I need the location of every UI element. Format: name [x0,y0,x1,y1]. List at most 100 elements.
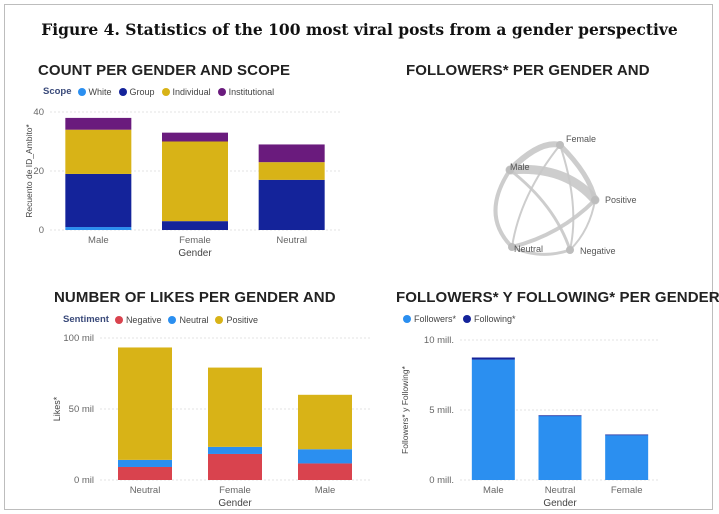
bar-segment-female-institutional[interactable] [162,132,228,142]
bar-segment-male-neutral[interactable] [298,449,352,464]
network-edge [569,199,596,251]
bar-segment-female-followers[interactable] [605,435,649,480]
bar-segment-neutral-neutral[interactable] [118,459,172,467]
legend-title: Scope [43,86,72,97]
x-tick-label-male: Male [315,485,336,496]
legend-marker-positive [215,315,224,324]
network-edge [505,164,600,205]
legend-label-group: Group [129,86,155,97]
followers-chart-title: FOLLOWERS* Y FOLLOWING* PER GENDER [396,289,719,306]
network-label-negative: Negative [580,246,616,256]
y-tick-label: 0 mil [74,475,94,486]
scope-chart-title: COUNT PER GENDER AND SCOPE [38,62,291,79]
network-edge [511,144,561,248]
bar-segment-male-followers[interactable] [471,359,515,480]
legend-label-following: Following* [474,314,516,324]
legend-marker-group [118,87,127,96]
legend-item-positive[interactable]: Positive [215,315,258,325]
bar-segment-male-institutional[interactable] [65,117,132,130]
bar-segment-neutral-negative[interactable] [118,466,172,480]
legend-item-individual[interactable]: Individual [161,86,211,97]
legend-label-white: White [88,86,112,97]
legend-marker-negative [114,315,123,324]
legend-label-individual: Individual [172,86,211,97]
network-label-positive: Positive [605,195,637,205]
x-tick-label-female: Female [219,485,251,496]
y-tick-label: 100 mil [63,333,94,344]
y-axis-label: Followers* y Following* [400,365,410,454]
network-graph: Male Female Positive Neutral Negative [493,134,637,256]
x-tick-label-neutral: Neutral [545,485,576,496]
x-tick-label-female: Female [179,235,211,246]
scope-chart: 0 20 40 Male Female Neutral Gender Recuento de … [24,107,340,259]
legend-marker-white [77,87,86,96]
y-tick-label: 50 mil [69,404,94,415]
y-tick-label: 20 [33,166,44,177]
bar-segment-neutral-followers[interactable] [538,415,582,480]
y-axis-label: Recuento de ID_Ambito* [24,124,34,218]
network-edge [557,142,598,203]
y-tick-label: 10 mill. [424,335,454,346]
bar-segment-neutral-following[interactable] [538,415,582,417]
legend-item-group[interactable]: Group [118,86,155,97]
x-tick-label-male: Male [88,235,109,246]
bar-segment-male-white[interactable] [65,227,132,230]
y-axis-label: Likes* [52,396,62,421]
bar-segment-male-positive[interactable] [298,394,352,450]
bar-segment-female-group[interactable] [162,221,228,230]
bar-segment-male-group[interactable] [65,173,132,228]
x-tick-label-male: Male [483,485,504,496]
legend-marker-neutral [168,315,177,324]
bar-segment-male-following[interactable] [471,357,515,360]
network-node-female[interactable] [556,141,564,149]
bar-segment-female-negative[interactable] [208,453,262,480]
network-node-neutral[interactable] [508,243,516,251]
network-label-male: Male [510,162,530,172]
network-title: FOLLOWERS* PER GENDER AND [406,62,650,79]
bar-segment-neutral-institutional[interactable] [258,144,325,163]
legend-marker-followers [403,315,411,323]
x-tick-label-female: Female [611,485,643,496]
legend-item-white[interactable]: White [77,86,112,97]
legend-label-institutional: Institutional [228,86,275,97]
bar-segment-male-negative[interactable] [298,463,352,480]
legend-item-institutional[interactable]: Institutional [217,86,275,97]
legend-marker-individual [161,87,170,96]
legend-item-following[interactable]: Following* [463,314,516,324]
legend-label-negative: Negative [125,314,162,325]
bar-segment-neutral-positive[interactable] [118,347,172,460]
network-edge [510,245,572,256]
network-edge [559,144,575,251]
network-edge [510,198,597,249]
bar-segment-neutral-individual[interactable] [258,162,325,180]
legend-label-followers: Followers* [414,314,457,324]
legend-marker-following [463,315,472,323]
network-node-male[interactable] [506,166,514,174]
network-label-neutral: Neutral [514,244,543,254]
x-axis-label: Gender [218,498,252,509]
legend-item-neutral[interactable]: Neutral [168,315,208,325]
network-node-negative[interactable] [566,246,574,254]
bar-segment-female-following[interactable] [605,434,649,436]
y-tick-label: 5 mill. [429,405,454,416]
legend-item-followers[interactable]: Followers* [403,314,456,324]
bar-segment-female-positive[interactable] [208,367,262,447]
followers-chart: 0 mill. 5 mill. 10 mill. Male Neutral Female G… [400,335,660,509]
followers-legend: Followers* Following* [403,314,523,324]
network-edge [493,168,514,249]
likes-chart: 0 mil 50 mil 100 mil Neutral Female Male Gende… [52,333,370,509]
bar-segment-female-individual[interactable] [162,141,228,222]
bar-segment-female-neutral[interactable] [208,446,262,454]
y-tick-label: 40 [33,107,44,118]
legend-label-positive: Positive [226,314,258,325]
y-tick-label: 0 mill. [429,475,454,486]
legend-item-negative[interactable]: Negative [114,314,162,325]
legend-marker-institutional [217,87,226,96]
figure-title: Figure 4. Statistics of the 100 most vir… [41,20,678,39]
bar-segment-neutral-group[interactable] [258,179,325,230]
bar-segment-male-individual[interactable] [65,129,132,174]
network-node-positive[interactable] [591,196,599,204]
legend-title: Sentiment [63,314,109,325]
likes-chart-title: NUMBER OF LIKES PER GENDER AND [54,289,336,306]
x-tick-label-neutral: Neutral [130,485,161,496]
